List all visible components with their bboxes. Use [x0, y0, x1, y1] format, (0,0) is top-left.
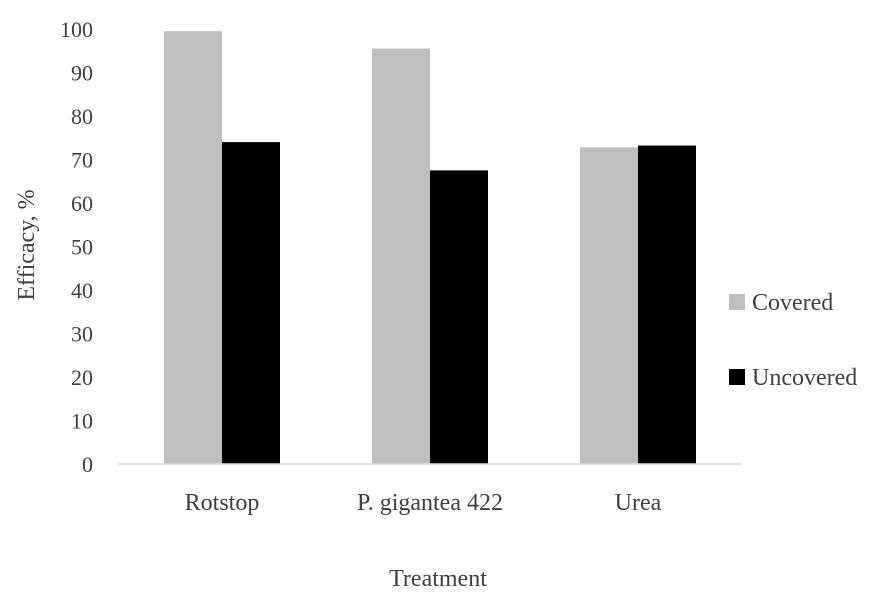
y-axis-tick-labels: 0 10 20 30 40 50 60 70 80 90 100 — [60, 17, 93, 477]
legend-label-covered: Covered — [752, 290, 833, 316]
y-tick-label: 60 — [71, 191, 93, 216]
y-tick-label: 50 — [71, 235, 93, 260]
x-category-label: P. gigantea 422 — [357, 490, 503, 516]
x-axis-title: Treatment — [389, 566, 487, 592]
legend-label-uncovered: Uncovered — [752, 365, 857, 391]
legend: Covered Uncovered — [729, 290, 857, 391]
y-tick-label: 80 — [71, 104, 93, 129]
y-tick-label: 70 — [71, 148, 93, 173]
y-axis-title: Efficacy, % — [14, 189, 40, 300]
x-category-label: Urea — [615, 490, 662, 516]
bar-covered-2 — [372, 48, 430, 464]
y-tick-label: 90 — [71, 61, 93, 86]
y-tick-label: 40 — [71, 278, 93, 303]
bars — [164, 31, 696, 465]
bar-covered-3 — [580, 147, 638, 464]
y-tick-label: 20 — [71, 365, 93, 390]
y-tick-label: 0 — [82, 452, 93, 477]
bar-covered-1 — [164, 31, 222, 465]
y-tick-label: 100 — [60, 17, 93, 42]
x-category-label: Rotstop — [185, 490, 260, 516]
y-tick-label: 10 — [71, 409, 93, 434]
y-tick-label: 30 — [71, 322, 93, 347]
bar-uncovered-1 — [222, 142, 280, 464]
x-axis-category-labels: Rotstop P. gigantea 422 Urea — [185, 490, 662, 516]
legend-swatch-covered — [729, 294, 745, 310]
legend-swatch-uncovered — [729, 369, 745, 385]
bar-uncovered-3 — [638, 145, 696, 464]
bar-uncovered-2 — [430, 170, 488, 464]
